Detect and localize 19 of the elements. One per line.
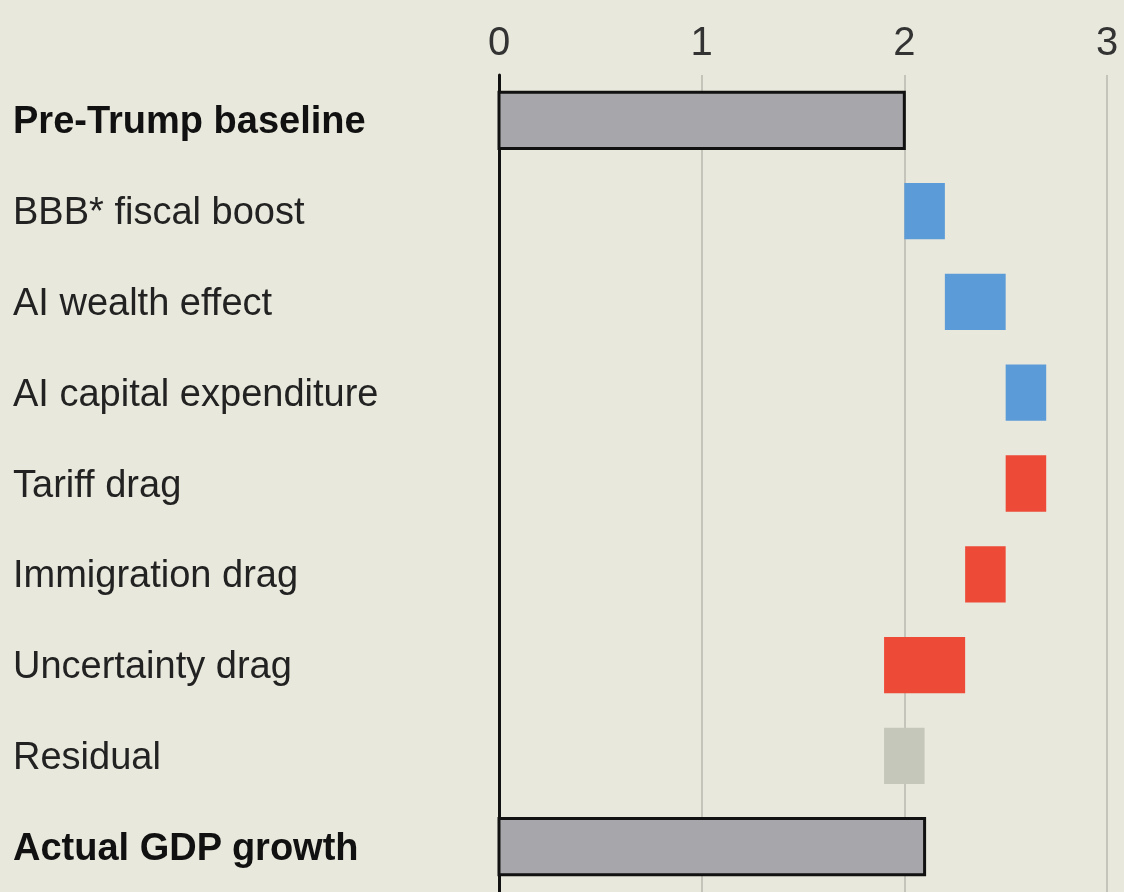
bar [1005, 455, 1047, 512]
bar [965, 546, 1006, 603]
x-tick-label: 3 [1095, 19, 1119, 63]
bar [944, 273, 1006, 331]
bar [1005, 364, 1047, 421]
y-tick-label: AI capital expenditure [13, 371, 379, 414]
x-tick-label: 2 [893, 19, 916, 63]
bar [884, 636, 966, 694]
y-tick-label: BBB* fiscal boost [13, 190, 305, 233]
y-tick-label: Pre-Trump baseline [13, 99, 366, 142]
y-tick-label: Residual [13, 734, 161, 777]
y-tick-label: Uncertainty drag [13, 644, 292, 687]
y-tick-label: Tariff drag [13, 462, 182, 505]
y-tick-label: AI wealth effect [13, 280, 273, 323]
x-tick-label: 1 [690, 19, 713, 63]
bar [904, 183, 945, 240]
x-tick-label: 0 [487, 19, 511, 63]
y-tick-label: Actual GDP growth [13, 825, 359, 868]
y-tick-label: Immigration drag [13, 553, 299, 596]
